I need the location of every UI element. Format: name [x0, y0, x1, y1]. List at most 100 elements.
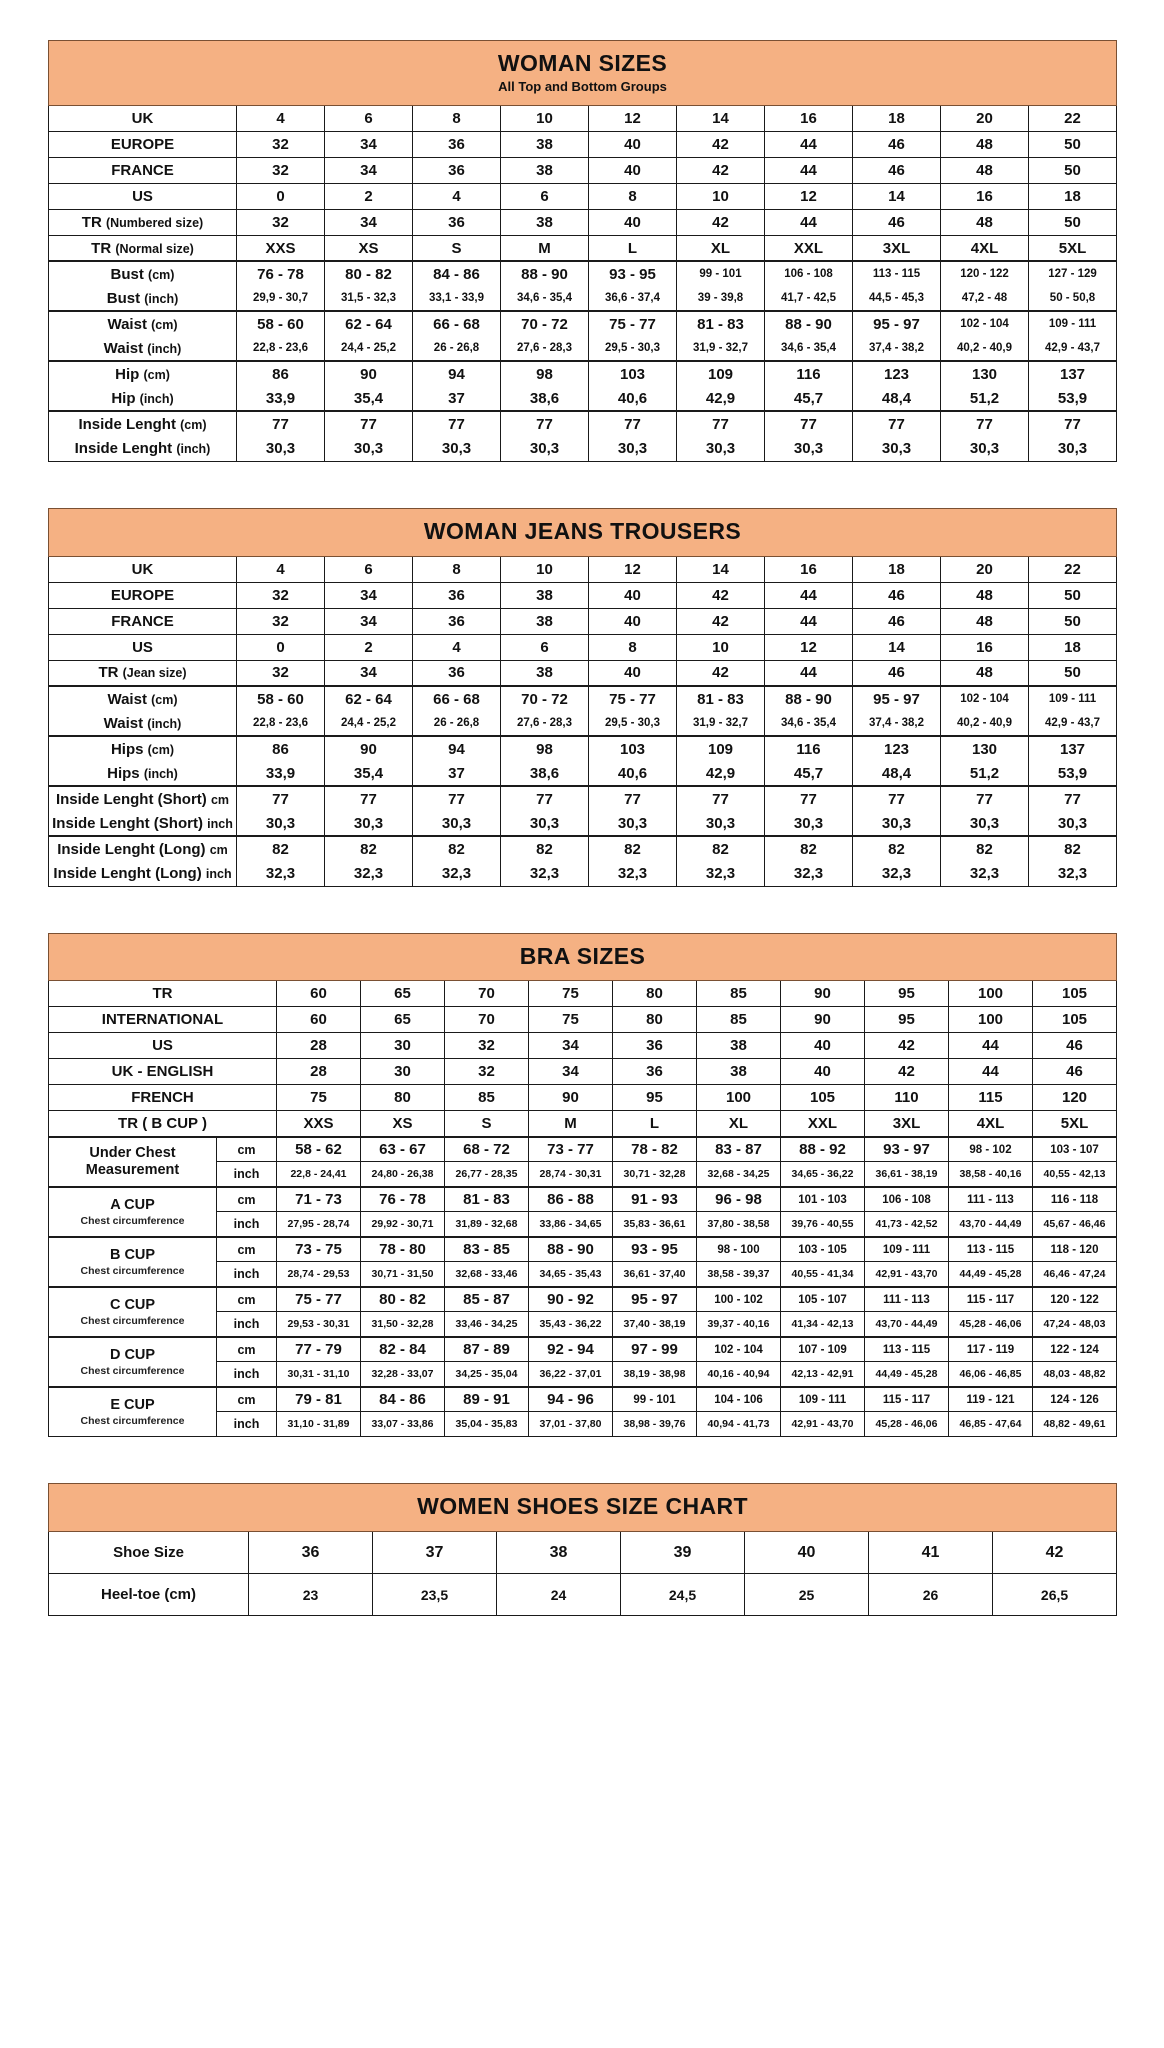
row-label-main: Shoe Size — [113, 1544, 184, 1561]
data-cell: 38 — [500, 581, 589, 609]
data-cell: 30,31 - 31,10 — [276, 1361, 361, 1388]
data-cell: 88 - 90 — [500, 260, 589, 287]
bra-title-banner: BRA SIZES — [48, 932, 1117, 982]
data-cell: 103 - 107 — [1032, 1135, 1117, 1163]
cup-label-main: A CUP — [110, 1196, 155, 1213]
cup-label-main2: Measurement — [85, 1161, 180, 1178]
data-cell: S — [444, 1110, 529, 1138]
data-cell: 73 - 75 — [276, 1235, 361, 1263]
data-cell: 104 - 106 — [696, 1385, 781, 1413]
data-cell: 50 — [1027, 659, 1118, 687]
data-cell: 32 — [444, 1032, 529, 1060]
table-row: inch 29,53 - 30,31 31,50 - 32,28 33,46 - 34… — [49, 1311, 1117, 1338]
cup-label: Under Chest Measurement — [48, 1135, 217, 1188]
cup-label: C CUP Chest circumference — [48, 1285, 217, 1338]
row-label-unit: (inch) — [139, 391, 174, 406]
data-cell: 31,50 - 32,28 — [360, 1311, 445, 1338]
table-row: Under Chest Measurement cm 58 - 62 63 - 67 68… — [48, 1135, 1117, 1188]
table-row: Inside Lenght (inch) 30,3 30,3 30,3 30,3 30,3… — [48, 436, 1117, 462]
data-cell: 73 - 77 — [528, 1135, 613, 1163]
data-cell: 36,6 - 37,4 — [588, 286, 677, 312]
bra-sizes-table: BRA SIZES TR 60 65 70 75 80 85 90 95 100 105 INTERN… — [48, 932, 1117, 1438]
table-row: A CUP Chest circumference cm 71 - 73 76 - 78… — [48, 1185, 1117, 1238]
table-row: Inside Lenght (Short) cm 77 77 77 77 77 77 77 77… — [48, 785, 1118, 811]
woman-sizes-title-banner: WOMAN SIZES All Top and Bottom Groups — [48, 40, 1117, 106]
data-cell: 82 — [852, 835, 941, 861]
data-cell: 85 — [696, 1006, 781, 1034]
table-row: UK 4 6 8 10 12 14 16 18 20 22 — [48, 104, 1117, 132]
data-cell: M — [500, 234, 589, 262]
data-cell: 40,55 - 42,13 — [1032, 1161, 1117, 1188]
data-cell: 18 — [1028, 182, 1117, 210]
data-cell: 40 — [780, 1058, 865, 1086]
data-cell: 70 - 72 — [500, 310, 589, 337]
data-cell: 47,24 - 48,03 — [1032, 1311, 1117, 1338]
data-cell: 30,3 — [764, 436, 853, 462]
data-cell: 42 — [864, 1032, 949, 1060]
row-label: US — [48, 633, 237, 661]
data-cell: 34 — [324, 208, 413, 236]
data-cell: 24 — [496, 1573, 621, 1616]
data-cell: 8 — [588, 182, 677, 210]
data-cell: 79 - 81 — [276, 1385, 361, 1413]
data-cell: 70 — [444, 980, 529, 1008]
table-row: inch 27,95 - 28,74 29,92 - 30,71 31,89 - 32… — [49, 1211, 1117, 1238]
data-cell: 46,06 - 46,85 — [948, 1361, 1033, 1388]
data-cell: 95 - 97 — [852, 685, 941, 711]
data-cell: 98 - 100 — [696, 1235, 781, 1263]
data-cell: 77 — [764, 785, 853, 811]
data-cell: 63 - 67 — [360, 1135, 445, 1163]
unit-cell-inch: inch — [216, 1361, 277, 1388]
data-cell: 31,9 - 32,7 — [676, 336, 765, 362]
data-cell: 20 — [940, 555, 1029, 583]
row-label-main: Hips — [107, 764, 144, 782]
data-cell: 81 - 83 — [676, 310, 765, 337]
data-cell: 29,92 - 30,71 — [360, 1211, 445, 1238]
data-cell: 77 — [1028, 410, 1117, 437]
data-cell: 37,4 - 38,2 — [852, 336, 941, 362]
row-label-main: INTERNATIONAL — [101, 1011, 224, 1029]
table-row: Heel-toe (cm) 23 23,5 24 24,5 25 26 26,5 — [48, 1573, 1118, 1616]
data-cell: 53,9 — [1028, 386, 1117, 412]
row-label-main: TR — [81, 213, 106, 231]
data-cell: 32 — [444, 1058, 529, 1086]
woman-jeans-trousers-title-banner: WOMAN JEANS TROUSERS — [47, 507, 1118, 557]
data-cell: 127 - 129 — [1028, 260, 1117, 287]
data-cell: 44 — [948, 1032, 1033, 1060]
data-cell: 38,58 - 40,16 — [948, 1161, 1033, 1188]
data-cell: 77 — [500, 410, 589, 437]
bra-detail-rows: Under Chest Measurement cm 58 - 62 63 - 67 68… — [48, 1135, 1117, 1438]
row-label-main: Inside Lenght (Long) — [57, 840, 210, 858]
data-cell: 88 - 90 — [528, 1235, 613, 1263]
data-cell: 44 — [764, 208, 853, 236]
row-label: Waist (inch) — [48, 711, 237, 737]
data-cell: 109 - 111 — [1027, 685, 1118, 711]
data-cell: 30,71 - 31,50 — [360, 1261, 445, 1288]
data-cell: 35,83 - 36,61 — [612, 1211, 697, 1238]
data-cell: 99 - 101 — [612, 1385, 697, 1413]
data-cell: 46 — [1032, 1058, 1117, 1086]
row-label: Inside Lenght (Long) inch — [48, 861, 237, 887]
data-cell: 32,68 - 34,25 — [696, 1161, 781, 1188]
data-cell: 90 — [324, 735, 413, 761]
data-cell: 34 — [324, 659, 413, 687]
data-cell: 40 — [588, 208, 677, 236]
woman-jeans-trousers-block: WOMAN JEANS TROUSERS UK 4 6 8 10 12 14 16 18 20 22 E… — [47, 507, 1118, 887]
data-cell: 30 — [360, 1058, 445, 1086]
data-cell: 78 - 80 — [360, 1235, 445, 1263]
data-cell: 38,6 — [500, 761, 589, 787]
data-cell: 0 — [236, 182, 325, 210]
data-cell: 100 — [948, 980, 1033, 1008]
unit-cell-cm: cm — [216, 1235, 277, 1263]
row-label-main: Waist — [107, 315, 152, 333]
data-cell: 82 - 84 — [360, 1335, 445, 1363]
data-cell: 22 — [1027, 555, 1118, 583]
data-cell: 110 — [864, 1084, 949, 1112]
data-cell: 4 — [412, 182, 501, 210]
data-cell: 80 — [612, 980, 697, 1008]
data-cell: 10 — [676, 182, 765, 210]
data-cell: 36 — [248, 1531, 373, 1574]
data-cell: 103 — [588, 735, 677, 761]
table-row: Inside Lenght (Long) inch 32,3 32,3 32,3 32,… — [48, 861, 1118, 887]
table-row: UK 4 6 8 10 12 14 16 18 20 22 — [48, 555, 1118, 583]
